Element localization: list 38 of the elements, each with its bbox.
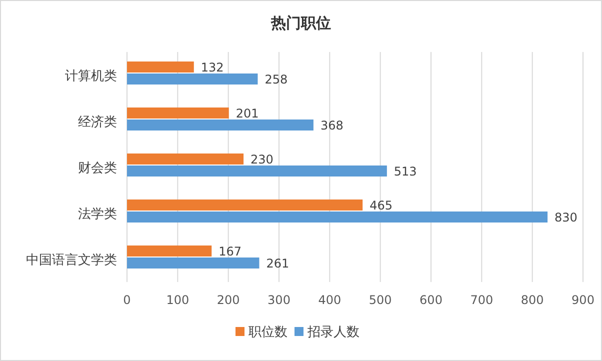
data-label: 261	[266, 256, 290, 270]
data-label: 258	[264, 72, 288, 86]
x-tick-label: 700	[470, 293, 494, 307]
data-label: 132	[200, 60, 224, 74]
data-label: 513	[394, 164, 417, 178]
bar	[127, 62, 194, 72]
y-tick-label: 法学类	[78, 207, 117, 222]
data-label: 830	[554, 210, 578, 224]
y-tick-label: 计算机类	[65, 69, 117, 84]
data-label: 465	[370, 198, 393, 212]
x-tick-label: 0	[123, 293, 131, 307]
bar	[127, 108, 229, 118]
chart-title: 热门职位	[270, 14, 331, 32]
data-label: 167	[218, 244, 242, 258]
bar	[127, 74, 258, 84]
bar	[127, 200, 363, 210]
x-tick-label: 600	[420, 293, 442, 307]
data-label: 368	[320, 118, 344, 132]
y-tick-label: 经济类	[78, 115, 117, 130]
x-tick-label: 300	[268, 293, 290, 307]
y-tick-label: 财会类	[78, 161, 117, 176]
data-label: 230	[250, 152, 274, 166]
bar	[127, 154, 244, 164]
legend-label: 职位数	[248, 325, 288, 340]
bar	[127, 212, 548, 222]
bar	[127, 166, 387, 176]
bar	[127, 246, 212, 256]
x-tick-label: 100	[166, 293, 190, 307]
x-tick-label: 800	[520, 293, 544, 307]
x-tick-label: 200	[216, 293, 240, 307]
data-label: 201	[236, 106, 259, 120]
x-tick-label: 900	[572, 293, 594, 307]
x-tick-label: 500	[368, 293, 392, 307]
bar	[127, 120, 314, 130]
legend-label: 招录人数	[306, 325, 360, 340]
x-tick-label: 400	[318, 293, 342, 307]
bar	[127, 258, 260, 268]
y-tick-label: 中国语言文学类	[26, 252, 117, 268]
